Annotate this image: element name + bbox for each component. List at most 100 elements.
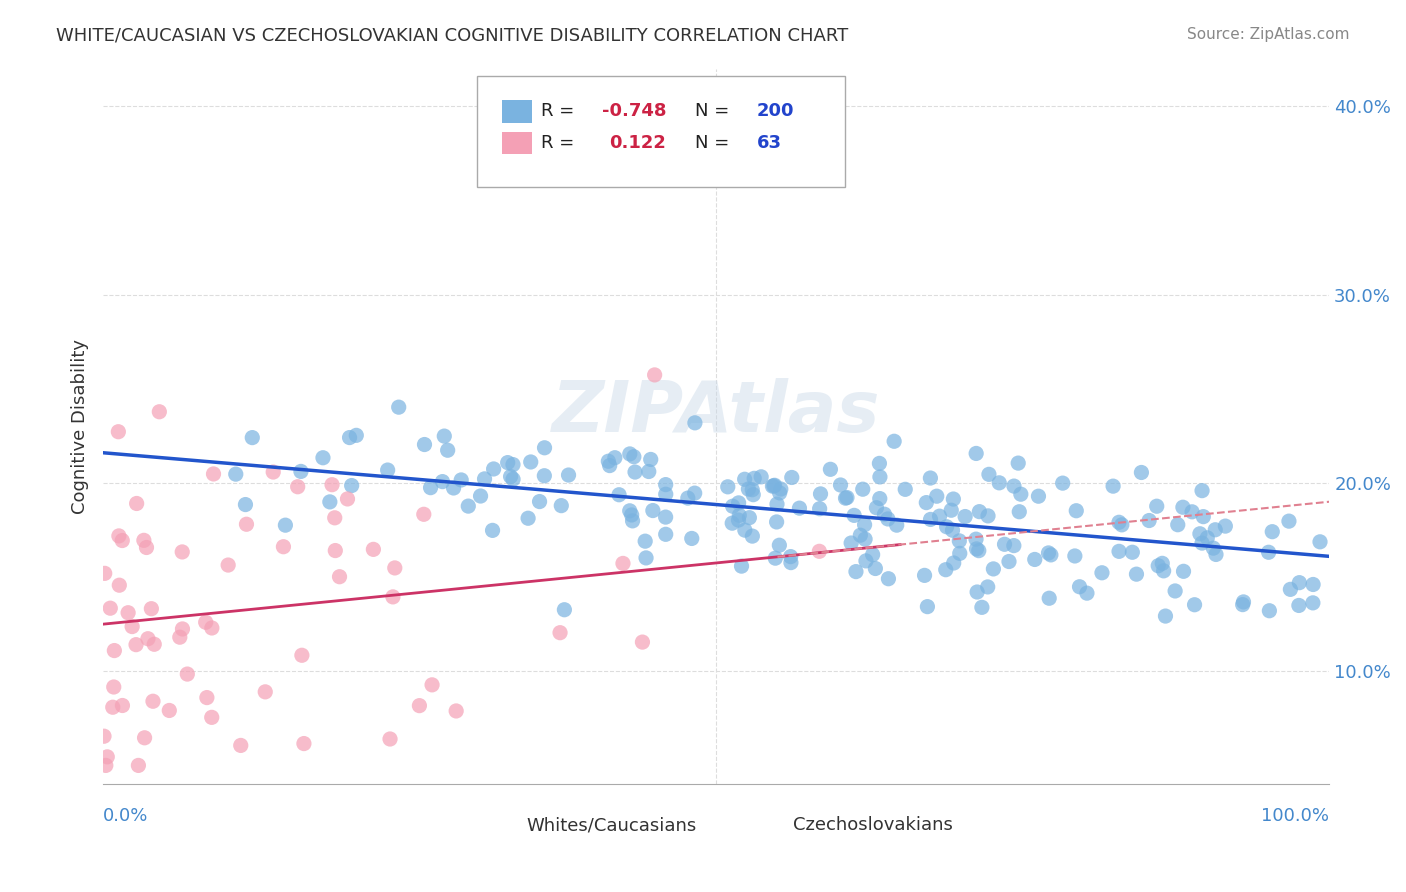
- Point: [676, 491, 699, 505]
- Point: [481, 524, 503, 538]
- Point: [749, 470, 772, 484]
- Point: [143, 637, 166, 651]
- Point: [96, 749, 118, 764]
- Point: [873, 507, 896, 521]
- Point: [328, 570, 350, 584]
- Point: [728, 508, 751, 523]
- Point: [1008, 505, 1031, 519]
- Point: [1039, 548, 1062, 562]
- Point: [519, 455, 541, 469]
- Point: [727, 513, 749, 527]
- Point: [1064, 504, 1087, 518]
- Point: [321, 477, 343, 491]
- Point: [499, 469, 522, 483]
- Point: [949, 546, 972, 560]
- Point: [457, 499, 479, 513]
- Point: [1052, 476, 1074, 491]
- Point: [388, 400, 411, 414]
- Point: [142, 694, 165, 708]
- Point: [136, 632, 159, 646]
- Point: [292, 737, 315, 751]
- Point: [621, 514, 644, 528]
- Point: [877, 572, 900, 586]
- Point: [1076, 586, 1098, 600]
- Point: [727, 496, 749, 510]
- Point: [1278, 514, 1301, 528]
- Point: [287, 480, 309, 494]
- Point: [517, 511, 540, 525]
- Point: [769, 482, 792, 496]
- Point: [763, 478, 786, 492]
- Point: [917, 599, 939, 614]
- Point: [634, 534, 657, 549]
- Point: [413, 437, 436, 451]
- Point: [470, 489, 492, 503]
- Point: [969, 505, 991, 519]
- FancyBboxPatch shape: [502, 131, 533, 154]
- Point: [920, 512, 942, 526]
- Point: [730, 559, 752, 574]
- Point: [1181, 505, 1204, 519]
- Point: [942, 491, 965, 506]
- Point: [432, 475, 454, 489]
- Point: [761, 479, 783, 493]
- Point: [886, 518, 908, 533]
- Point: [254, 685, 277, 699]
- Point: [741, 483, 763, 497]
- Point: [169, 630, 191, 644]
- Point: [1164, 584, 1187, 599]
- Point: [599, 458, 621, 473]
- Point: [920, 471, 942, 485]
- Point: [640, 452, 662, 467]
- Point: [1232, 598, 1254, 612]
- Point: [1288, 575, 1310, 590]
- Point: [240, 431, 263, 445]
- Point: [194, 615, 217, 630]
- Point: [741, 529, 763, 543]
- Point: [141, 601, 163, 615]
- Point: [925, 489, 948, 503]
- Point: [1258, 604, 1281, 618]
- Point: [644, 368, 666, 382]
- Point: [1125, 567, 1147, 582]
- Point: [1024, 552, 1046, 566]
- Point: [176, 667, 198, 681]
- Point: [412, 508, 434, 522]
- Point: [117, 606, 139, 620]
- Point: [965, 532, 987, 546]
- Point: [433, 429, 456, 443]
- Point: [135, 541, 157, 555]
- Point: [312, 450, 335, 465]
- Point: [993, 537, 1015, 551]
- Point: [533, 468, 555, 483]
- Point: [721, 516, 744, 531]
- Point: [420, 678, 443, 692]
- Point: [444, 704, 467, 718]
- Point: [1205, 548, 1227, 562]
- Point: [1171, 500, 1194, 515]
- Point: [935, 563, 957, 577]
- Point: [977, 467, 1000, 482]
- Point: [340, 478, 363, 492]
- Point: [1279, 582, 1302, 597]
- Point: [935, 520, 957, 534]
- Point: [172, 622, 194, 636]
- Point: [339, 431, 361, 445]
- Point: [1257, 545, 1279, 559]
- Point: [734, 472, 756, 486]
- Point: [201, 710, 224, 724]
- Point: [637, 465, 659, 479]
- Point: [765, 515, 787, 529]
- Point: [1091, 566, 1114, 580]
- Text: R =: R =: [541, 103, 574, 120]
- Point: [844, 508, 866, 523]
- Point: [363, 542, 385, 557]
- Point: [111, 698, 134, 713]
- Point: [762, 479, 785, 493]
- Point: [132, 533, 155, 548]
- Text: 100.0%: 100.0%: [1261, 807, 1329, 825]
- Point: [1191, 483, 1213, 498]
- Point: [1191, 536, 1213, 550]
- Point: [127, 758, 149, 772]
- Point: [502, 458, 524, 472]
